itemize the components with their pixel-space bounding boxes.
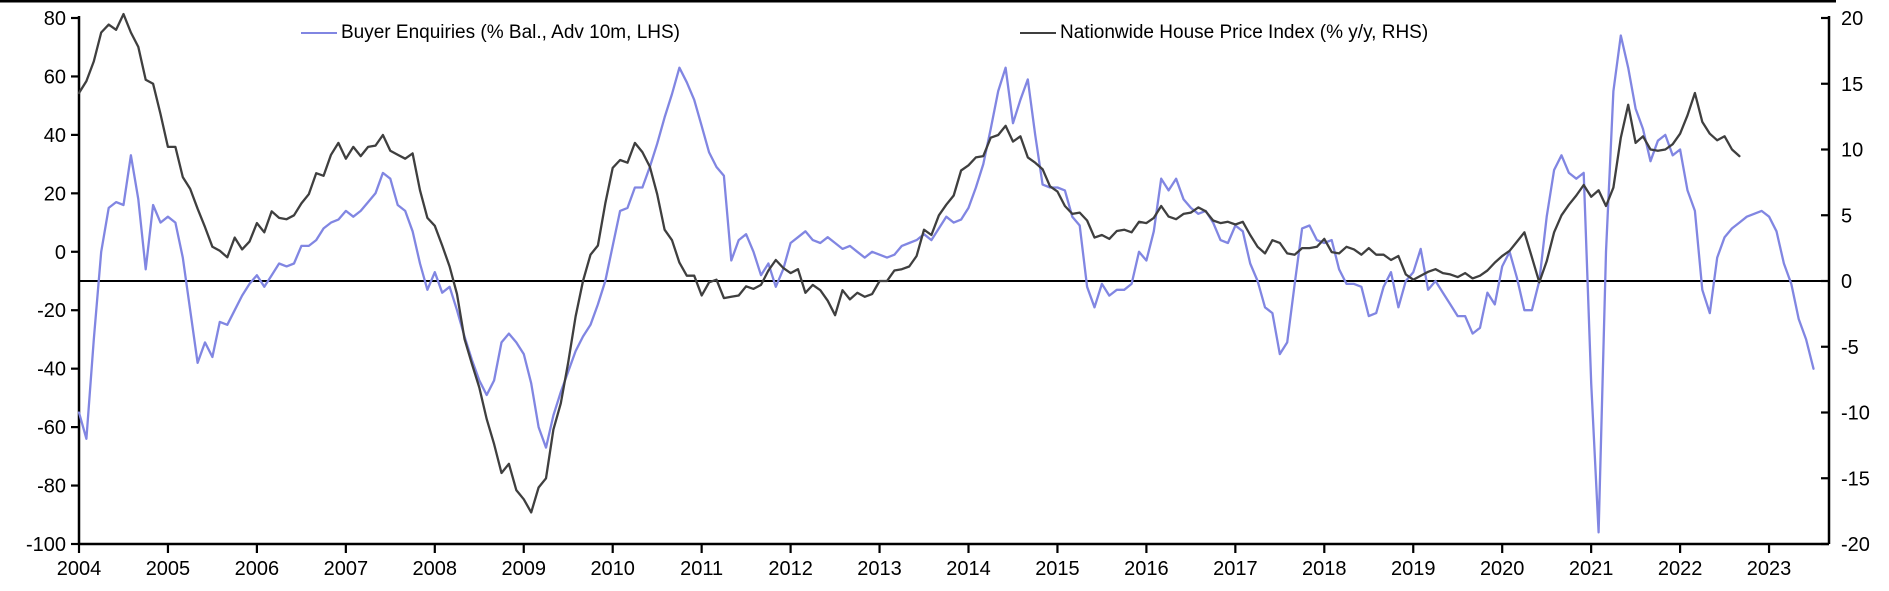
right-axis-tick-label: 10 (1841, 140, 1863, 162)
left-axis-tick-label: 0 (55, 242, 66, 264)
buyer-enquiries-line-swatch (301, 32, 337, 34)
left-axis-tick-label: -60 (37, 417, 66, 439)
x-axis-tick-label: 2022 (1658, 558, 1703, 580)
x-axis-tick-label: 2015 (1035, 558, 1080, 580)
x-axis-tick-label: 2010 (590, 558, 635, 580)
right-axis-tick-label: 5 (1841, 205, 1852, 227)
right-axis-tick-label: 20 (1841, 8, 1863, 30)
x-axis-tick-label: 2007 (324, 558, 369, 580)
left-axis-tick-label: 40 (44, 125, 66, 147)
x-axis-tick-label: 2009 (502, 558, 547, 580)
right-axis-tick-label: 15 (1841, 74, 1863, 96)
x-axis-tick-label: 2019 (1391, 558, 1436, 580)
top-border (0, 0, 1836, 3)
x-axis-tick-label: 2008 (413, 558, 458, 580)
left-axis-tick-label: 60 (44, 66, 66, 88)
x-axis-tick-label: 2012 (768, 558, 813, 580)
x-axis-tick-label: 2005 (146, 558, 191, 580)
x-axis-tick-label: 2014 (946, 558, 991, 580)
legend-label-buyer-enquiries: Buyer Enquiries (% Bal., Adv 10m, LHS) (341, 22, 680, 43)
x-axis-tick-label: 2017 (1213, 558, 1258, 580)
left-axis-tick-label: 80 (44, 8, 66, 30)
x-axis-tick-label: 2011 (680, 558, 723, 580)
legend-label-house-price-index: Nationwide House Price Index (% y/y, RHS… (1060, 22, 1429, 43)
left-axis-tick-label: -80 (37, 476, 66, 498)
right-axis-tick-label: 0 (1841, 271, 1852, 293)
x-axis-tick-label: 2020 (1480, 558, 1525, 580)
x-axis-tick-label: 2018 (1302, 558, 1347, 580)
legend-item-buyer-enquiries: Buyer Enquiries (% Bal., Adv 10m, LHS) (301, 22, 680, 44)
right-axis-tick-label: -5 (1841, 337, 1859, 359)
house-price-index-line (77, 12, 1741, 514)
legend-item-house-price-index: Nationwide House Price Index (% y/y, RHS… (1020, 22, 1428, 44)
left-axis-tick-label: -20 (37, 300, 66, 322)
x-axis-tick-label: 2021 (1569, 558, 1614, 580)
x-axis-tick-label: 2023 (1747, 558, 1792, 580)
x-axis-tick-label: 2016 (1124, 558, 1169, 580)
left-axis-tick-label: 20 (44, 183, 66, 205)
right-axis-tick-label: -20 (1841, 534, 1870, 556)
left-axis-tick-label: -100 (26, 534, 66, 556)
x-axis-tick-label: 2013 (857, 558, 902, 580)
right-axis-tick-label: -15 (1841, 468, 1870, 490)
buyer-enquiries-line (77, 34, 1815, 534)
right-axis-tick-label: -10 (1841, 403, 1870, 425)
house-price-index-line-swatch (1020, 32, 1056, 34)
left-axis-tick-label: -40 (37, 359, 66, 381)
x-axis-tick-label: 2004 (57, 558, 102, 580)
x-axis-tick-label: 2006 (235, 558, 280, 580)
